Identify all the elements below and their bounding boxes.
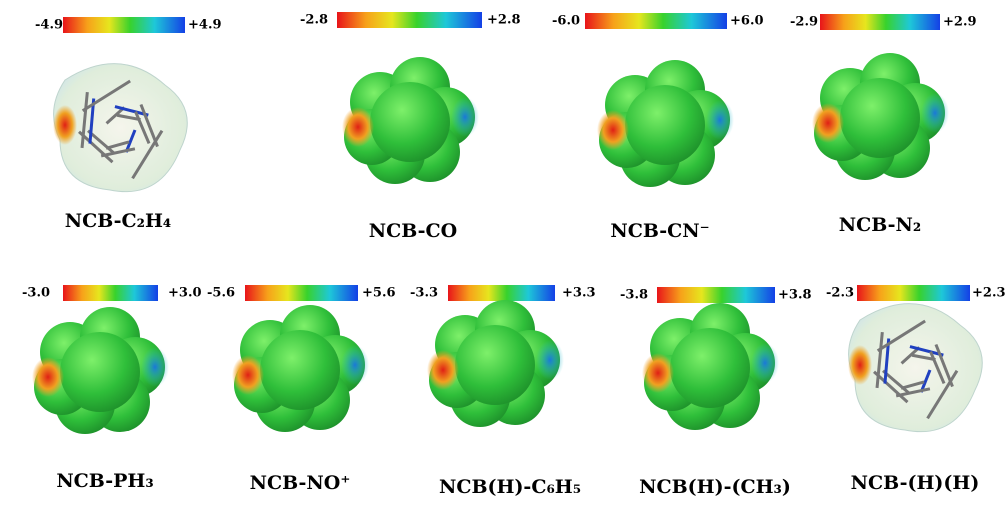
negative-region [342,107,374,147]
colorbar-min: -3.0 [22,286,50,301]
molecule [642,303,779,430]
panel: -5.6 +5.6 NCB-NO⁺ [207,285,396,494]
atom-sphere [60,332,140,412]
negative-region [812,103,844,143]
molecule-label: NCB-(H)(H) [851,472,980,494]
panel: -4.9 +4.9 NCB-C₂H₄ [35,17,222,232]
negative-region [427,350,459,390]
colorbar-max: +2.3 [972,286,1006,301]
molecule [848,304,982,432]
colorbar [63,285,158,301]
positive-region [706,100,734,140]
molecule [53,64,187,192]
atom-sphere [670,328,750,408]
negative-region [32,357,64,397]
molecule [597,60,734,187]
negative-region [232,355,264,395]
molecule [812,53,949,180]
negative-region [848,345,872,385]
molecule-label: NCB-PH₃ [56,470,153,492]
atom-sphere [455,325,535,405]
colorbar-min: -2.8 [300,13,328,28]
colorbar [857,285,970,301]
negative-region [597,110,629,150]
panel: -3.3 +3.3 NCB(H)-C₆H₅ [410,285,596,498]
colorbar-max: +2.8 [487,13,521,28]
panel: -3.0 +3.0 NCB-PH₃ [22,285,202,492]
colorbar-max: +6.0 [730,14,764,29]
colorbar-min: -6.0 [552,14,580,29]
molecule [427,300,564,427]
colorbar-min: -4.9 [35,18,63,33]
colorbar [657,287,775,303]
molecule-label: NCB-N₂ [839,214,921,236]
molecule [342,57,479,184]
colorbar-min: -3.3 [410,286,438,301]
atom-sphere [260,330,340,410]
colorbar-min: -3.8 [620,288,648,303]
colorbar [337,12,482,28]
colorbar-max: +3.8 [778,288,812,303]
positive-region [341,345,369,385]
positive-region [751,343,779,383]
positive-region [921,93,949,133]
colorbar-max: +2.9 [943,15,977,30]
colorbar [448,285,555,301]
positive-region [141,347,169,387]
colorbar [245,285,358,301]
molecule-label: NCB-C₂H₄ [65,210,172,232]
colorbar [63,17,185,33]
molecule-label: NCB(H)-(CH₃) [639,476,791,498]
colorbar-min: -2.3 [826,286,854,301]
atom-sphere [625,85,705,165]
positive-region [536,340,564,380]
colorbar-max: +3.0 [168,286,202,301]
molecule-label: NCB-CN⁻ [610,220,709,242]
molecule [32,307,169,434]
molecule-label: NCB(H)-C₆H₅ [439,476,581,498]
panel: -2.3 +2.3 NCB-(H)(H) [826,285,1006,494]
panel: -3.8 +3.8 NCB(H)-(CH₃) [620,287,812,498]
panel: -2.8 +2.8 NCB-CO [300,12,521,242]
negative-region [53,105,77,145]
colorbar-min: -5.6 [207,286,235,301]
atom-sphere [840,78,920,158]
figure: -4.9 +4.9 NCB-C₂H₄ -2.8 +2.8 NCB-CO -6.0 +6.0 NC… [0,0,1007,523]
panel: -6.0 +6.0 NCB-CN⁻ [552,13,764,242]
colorbar [820,14,940,30]
colorbar-max: +4.9 [188,18,222,33]
atom-sphere [370,82,450,162]
panel: -2.9 +2.9 NCB-N₂ [790,14,977,236]
colorbar [585,13,727,29]
colorbar-min: -2.9 [790,15,818,30]
molecule [232,305,369,432]
molecule-label: NCB-CO [369,220,457,242]
negative-region [642,353,674,393]
positive-region [451,97,479,137]
molecule-label: NCB-NO⁺ [250,472,351,494]
colorbar-max: +5.6 [362,286,396,301]
colorbar-max: +3.3 [562,286,596,301]
